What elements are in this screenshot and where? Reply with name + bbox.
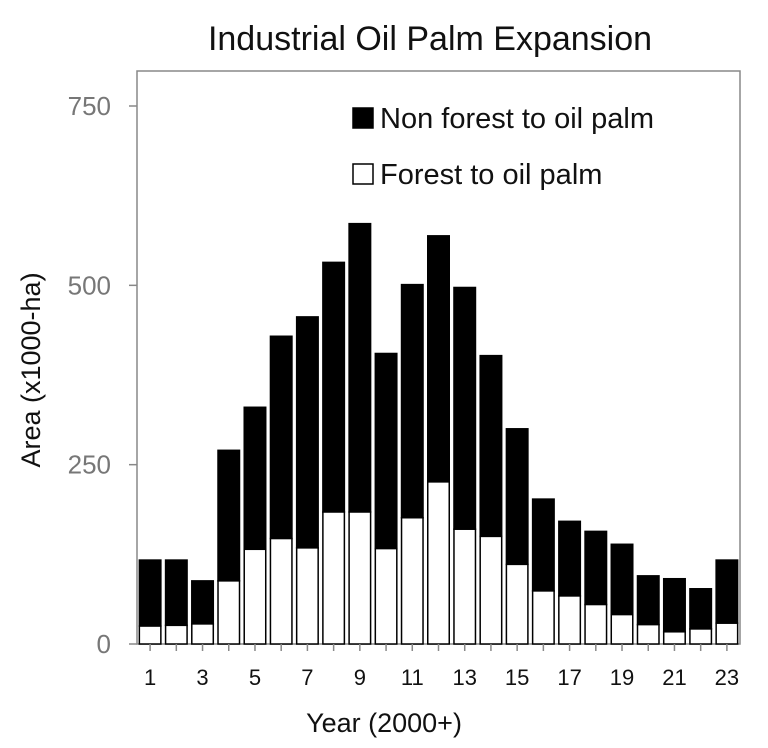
bar-forest xyxy=(715,622,739,645)
bar-forest xyxy=(191,623,215,645)
bar-forest xyxy=(243,548,267,645)
bar-non-forest xyxy=(558,520,582,597)
bar-forest xyxy=(479,535,503,645)
bar-forest xyxy=(689,628,713,645)
bar-non-forest xyxy=(531,498,555,592)
bar-forest xyxy=(531,590,555,645)
bar-forest xyxy=(584,603,608,645)
bar-non-forest xyxy=(374,352,398,550)
x-tick-label: 17 xyxy=(557,665,581,690)
bar-forest xyxy=(453,528,477,645)
x-tick-label: 15 xyxy=(505,665,529,690)
x-tick-label: 9 xyxy=(354,665,366,690)
legend-swatch-forest xyxy=(352,163,374,185)
bar-non-forest xyxy=(269,335,293,540)
bar-forest xyxy=(164,624,188,645)
y-tick-label: 250 xyxy=(68,450,111,480)
bar-forest xyxy=(636,623,660,645)
bar-forest xyxy=(427,481,450,645)
bar-forest xyxy=(217,580,241,645)
y-axis-label: Area (x1000-ha) xyxy=(16,272,46,467)
bar-non-forest xyxy=(427,235,450,483)
bar-non-forest xyxy=(610,543,634,616)
bar-non-forest xyxy=(479,354,503,538)
bar-non-forest xyxy=(505,428,529,566)
bar-forest xyxy=(558,595,582,645)
bar-non-forest xyxy=(295,316,319,549)
bar-forest xyxy=(400,516,424,645)
x-tick-label: 13 xyxy=(452,665,476,690)
x-tick-label: 11 xyxy=(401,665,424,690)
bar-forest xyxy=(269,537,293,645)
x-tick-label: 3 xyxy=(196,665,208,690)
y-axis: 0 250 500 750 xyxy=(68,91,137,659)
bar-non-forest xyxy=(164,559,188,627)
legend-label-forest: Forest to oil palm xyxy=(380,159,602,191)
x-tick-label: 7 xyxy=(301,665,313,690)
bar-non-forest xyxy=(662,577,686,633)
x-tick-label: 19 xyxy=(610,665,634,690)
x-tick-label: 1 xyxy=(144,665,156,690)
bar-forest xyxy=(610,613,634,645)
bar-non-forest xyxy=(322,261,346,513)
legend-label-non-forest: Non forest to oil palm xyxy=(380,103,654,135)
x-tick-label: 21 xyxy=(662,665,686,690)
y-tick-label: 750 xyxy=(68,91,111,121)
y-tick-label: 0 xyxy=(97,629,111,659)
bar-non-forest xyxy=(400,283,424,519)
bar-non-forest xyxy=(138,559,162,627)
bar-non-forest xyxy=(348,222,372,513)
chart-title: Industrial Oil Palm Expansion xyxy=(208,20,652,58)
x-tick-label: 23 xyxy=(715,665,739,690)
bar-non-forest xyxy=(243,406,267,551)
bars xyxy=(138,222,739,645)
bar-non-forest xyxy=(191,580,215,625)
bar-forest xyxy=(295,547,319,645)
bar-non-forest xyxy=(217,449,241,582)
x-axis-label: Year (2000+) xyxy=(306,708,462,738)
bar-non-forest xyxy=(453,286,477,530)
bar-forest xyxy=(322,511,346,645)
bar-forest xyxy=(348,511,372,645)
legend: Non forest to oil palm Forest to oil pal… xyxy=(352,103,654,191)
bar-forest xyxy=(662,631,686,645)
bar-non-forest xyxy=(689,588,713,630)
bar-forest xyxy=(138,625,162,645)
x-tick-label: 5 xyxy=(249,665,261,690)
bar-non-forest xyxy=(584,530,608,606)
legend-swatch-non-forest xyxy=(352,107,374,129)
x-axis: 1 3 5 7 9 11 13 15 17 19 21 23 xyxy=(144,644,739,690)
bar-non-forest xyxy=(636,575,660,626)
bar-non-forest xyxy=(715,559,739,624)
bar-forest xyxy=(505,563,529,645)
bar-forest xyxy=(374,547,398,645)
y-tick-label: 500 xyxy=(68,270,111,300)
